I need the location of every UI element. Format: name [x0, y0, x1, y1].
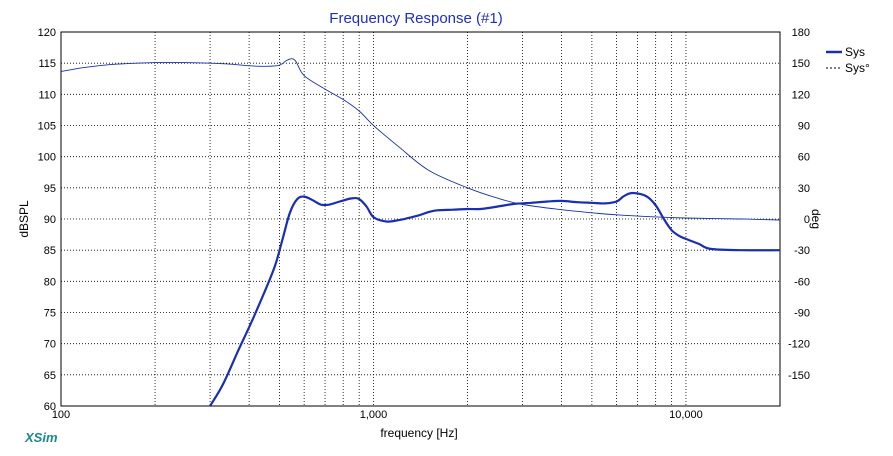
y-axis-label: dBSPL [17, 200, 31, 238]
y-tick-label: 110 [38, 89, 56, 101]
y2-tick-label: -60 [794, 276, 810, 288]
legend: Sys Sys° [826, 45, 870, 75]
y-tick-label: 70 [44, 339, 56, 351]
chart-title: Frequency Response (#1) [329, 10, 502, 27]
y2-tick-label: -120 [788, 339, 810, 351]
plot-area [60, 31, 781, 407]
y2-axis-label: deg [809, 209, 823, 229]
phase-series-line [61, 58, 780, 221]
y-tick-label: 95 [44, 183, 56, 195]
x-tick-label: 1,000 [360, 409, 388, 421]
x-tick-label: 100 [52, 409, 70, 421]
y-tick-label: 100 [38, 152, 56, 164]
legend-label-sys-phase: Sys° [845, 61, 870, 75]
y-tick-label: 90 [44, 214, 56, 226]
y-tick-label: 120 [38, 27, 56, 39]
spl-series-line [209, 191, 780, 406]
y-tick-label: 65 [44, 370, 56, 382]
plot-frame [60, 31, 781, 407]
xsim-brand-logo: XSim [24, 430, 58, 445]
y-tick-label: 80 [44, 276, 56, 288]
y2-tick-label: 90 [798, 121, 810, 133]
y-tick-label: 115 [38, 58, 56, 70]
y2-tick-label: 0 [804, 214, 810, 226]
x-axis-label: frequency [Hz] [380, 426, 457, 440]
y2-tick-label: -30 [794, 245, 810, 257]
y-tick-label: 85 [44, 245, 56, 257]
y2-tick-label: 30 [798, 183, 810, 195]
y2-tick-label: 180 [792, 27, 810, 39]
legend-label-sys: Sys [845, 45, 865, 59]
series-layer [61, 58, 780, 406]
y2-tick-label: -150 [788, 370, 810, 382]
y2-tick-label: 60 [798, 152, 810, 164]
y-tick-label: 60 [44, 401, 56, 413]
y-tick-label: 105 [38, 121, 56, 133]
y2-tick-label: 150 [792, 58, 810, 70]
tick-labels: 60 65 70 75 80 85 90 95 100 105 110 115 120 -150 -120 -… [38, 27, 810, 421]
y2-tick-label: -90 [794, 308, 810, 320]
grid-lines [61, 32, 780, 406]
y-tick-label: 75 [44, 308, 56, 320]
y2-tick-label: 120 [792, 89, 810, 101]
x-tick-label: 10,000 [669, 409, 703, 421]
